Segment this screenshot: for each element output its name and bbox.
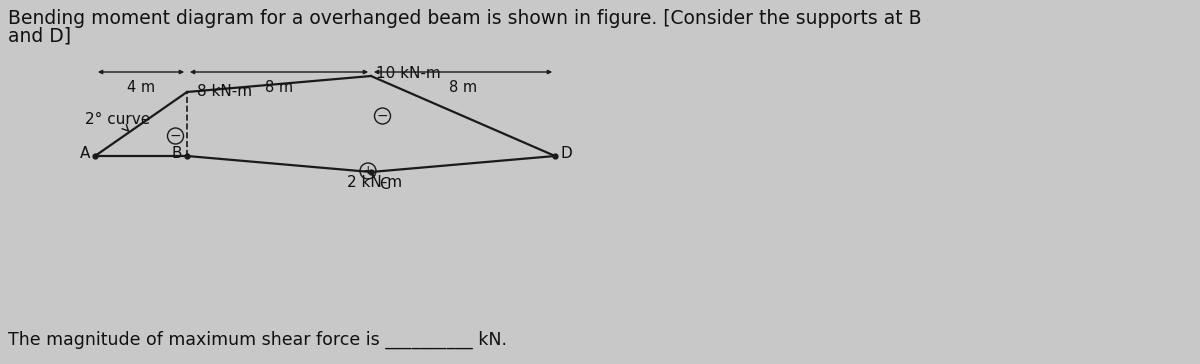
Text: −: − xyxy=(169,129,181,143)
Text: 8 m: 8 m xyxy=(265,80,293,95)
Text: 2° curve: 2° curve xyxy=(85,112,150,131)
Text: C: C xyxy=(379,177,390,192)
Text: The magnitude of maximum shear force is __________ kN.: The magnitude of maximum shear force is … xyxy=(8,331,508,349)
Text: B: B xyxy=(172,146,182,161)
Text: 10 kN-m: 10 kN-m xyxy=(376,66,440,81)
Text: −: − xyxy=(377,109,389,123)
Text: 8 kN-m: 8 kN-m xyxy=(197,84,252,99)
Text: 2 kN-m: 2 kN-m xyxy=(348,175,402,190)
Text: Bending moment diagram for a overhanged beam is shown in figure. [Consider the s: Bending moment diagram for a overhanged … xyxy=(8,9,922,28)
Text: and D]: and D] xyxy=(8,27,71,46)
Text: D: D xyxy=(560,146,571,161)
Text: 8 m: 8 m xyxy=(449,80,478,95)
Text: 4 m: 4 m xyxy=(127,80,155,95)
Text: +: + xyxy=(362,165,373,178)
Text: A: A xyxy=(79,146,90,161)
